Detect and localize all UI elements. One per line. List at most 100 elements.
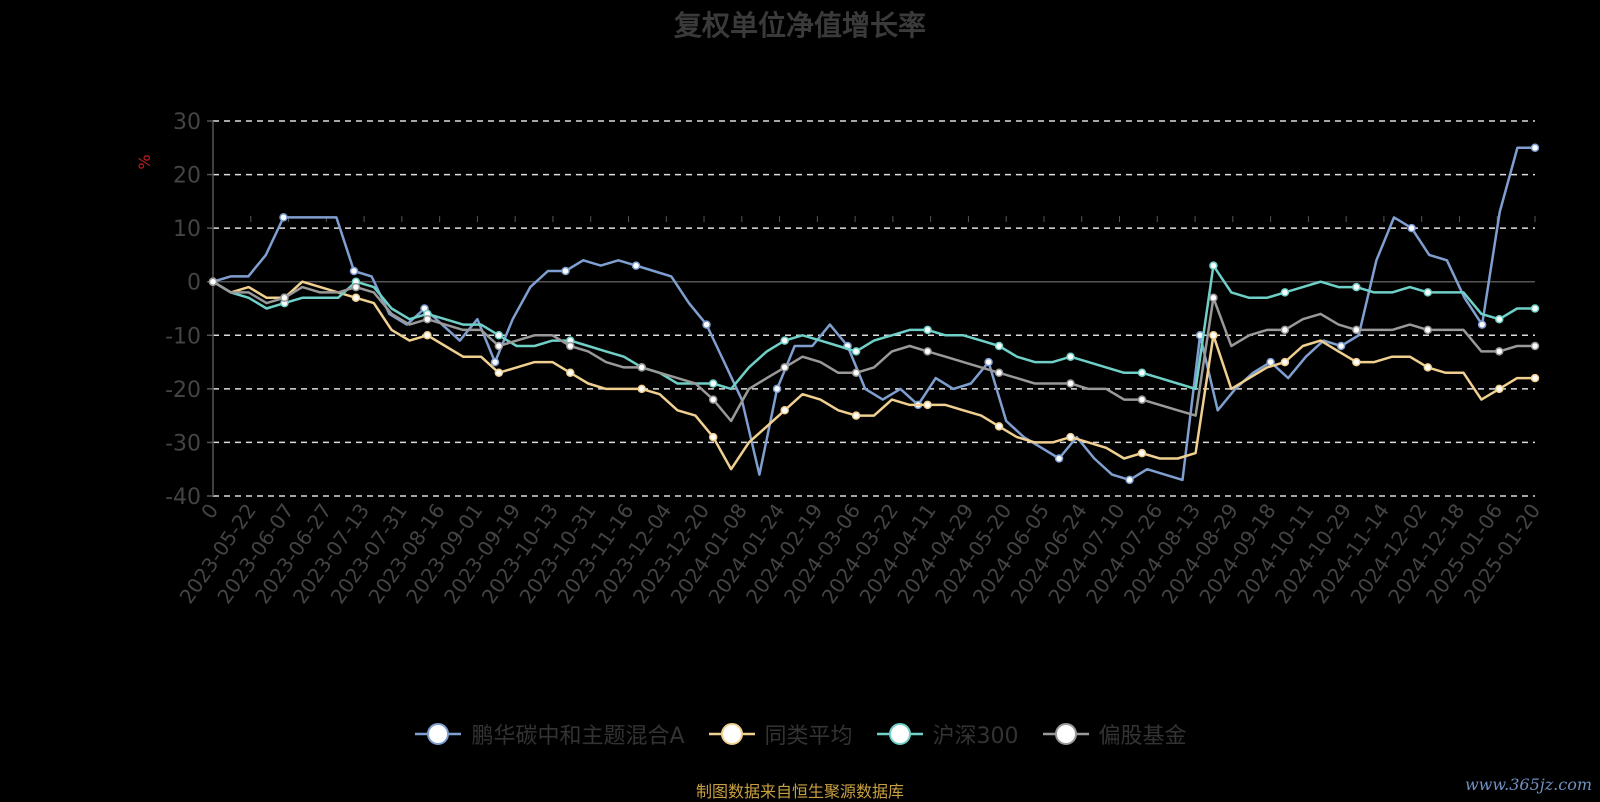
- data-point-1: [1209, 331, 1218, 340]
- y-tick-label: 10: [173, 217, 201, 242]
- watermark: www.365jz.com: [1464, 775, 1592, 794]
- data-point-3: [994, 368, 1004, 378]
- data-point-1: [1530, 373, 1540, 383]
- legend-item-1[interactable]: 同类平均: [707, 718, 853, 750]
- data-point-1: [494, 368, 504, 378]
- data-point-1: [423, 331, 432, 340]
- data-point-3: [1137, 395, 1147, 404]
- y-tick-label: -10: [165, 324, 201, 349]
- chart-title: 复权单位净值增长率: [673, 9, 926, 42]
- series-line-3: [212, 280, 1535, 423]
- data-point-1: [1066, 432, 1075, 442]
- legend-label: 偏股基金: [1098, 724, 1187, 749]
- x-tick-label: 0: [196, 499, 223, 523]
- data-point-3: [923, 347, 932, 356]
- legend-marker-icon: [708, 723, 755, 745]
- data-point-1: [1352, 357, 1361, 367]
- data-point-2: [1137, 368, 1147, 378]
- data-point-0: [561, 266, 570, 276]
- data-point-1: [1423, 363, 1433, 372]
- legend-item-3[interactable]: 偏股基金: [1041, 718, 1187, 750]
- data-point-2: [923, 325, 932, 335]
- data-point-0: [984, 357, 993, 367]
- data-point-1: [780, 406, 789, 415]
- legend-marker-icon: [876, 723, 923, 745]
- data-point-3: [1209, 293, 1218, 303]
- y-tick-label: -40: [165, 485, 201, 510]
- data-point-0: [1477, 320, 1487, 329]
- data-point-2: [1530, 304, 1540, 313]
- series-line-2: [212, 264, 1535, 391]
- series-line-0: [212, 146, 1535, 482]
- data-point-1: [708, 432, 718, 442]
- data-point-0: [490, 357, 500, 367]
- data-point-1: [851, 411, 861, 420]
- axis-layer: 3020100-10-20-30-4002023-05-222023-06-07…: [165, 110, 1545, 608]
- data-point-3: [566, 341, 575, 351]
- data-point-2: [1280, 288, 1290, 297]
- data-point-1: [923, 400, 932, 410]
- data-point-1: [566, 368, 575, 378]
- data-point-2: [494, 331, 504, 340]
- data-point-3: [780, 363, 789, 372]
- grid-layer: [213, 120, 1535, 497]
- data-point-3: [1423, 325, 1433, 335]
- data-point-3: [208, 277, 218, 286]
- data-point-2: [1423, 288, 1433, 297]
- y-axis-label: %: [135, 154, 154, 169]
- data-point-0: [772, 384, 782, 394]
- data-point-0: [1407, 223, 1416, 233]
- legend-marker-icon: [1042, 723, 1089, 745]
- data-point-3: [1530, 341, 1540, 351]
- data-point-2: [851, 347, 861, 356]
- data-point-2: [708, 379, 718, 388]
- y-tick-label: 0: [187, 271, 201, 296]
- data-point-2: [1352, 282, 1361, 292]
- data-point-3: [851, 368, 861, 378]
- legend-item-0[interactable]: 鹏华碳中和主题混合A: [413, 718, 685, 750]
- data-point-2: [994, 341, 1004, 351]
- data-point-1: [1495, 384, 1504, 394]
- y-tick-label: 30: [173, 110, 201, 135]
- data-point-1: [637, 384, 647, 394]
- data-point-3: [708, 395, 718, 404]
- data-point-2: [1495, 314, 1504, 324]
- y-tick-label: 20: [173, 164, 201, 189]
- data-point-2: [1066, 352, 1075, 361]
- data-point-2: [1209, 261, 1218, 270]
- legend-label: 沪深300: [932, 724, 1019, 749]
- data-point-3: [1495, 347, 1504, 356]
- series-line-1: [212, 280, 1535, 471]
- data-point-0: [1054, 454, 1064, 463]
- y-tick-label: -30: [165, 431, 201, 456]
- data-point-3: [1066, 379, 1075, 388]
- series-layer: [208, 143, 1540, 485]
- legend-label: 鹏华碳中和主题混合A: [471, 724, 685, 749]
- data-point-3: [1280, 325, 1290, 335]
- data-point-0: [349, 266, 359, 276]
- data-point-3: [423, 314, 432, 324]
- data-point-0: [631, 261, 641, 270]
- legend-label: 同类平均: [764, 724, 853, 749]
- data-point-1: [1137, 448, 1147, 458]
- data-point-2: [780, 336, 789, 345]
- legend: 鹏华碳中和主题混合A 同类平均 沪深300 偏股基金: [0, 718, 1600, 750]
- data-point-3: [637, 363, 647, 372]
- data-point-0: [702, 320, 711, 329]
- data-point-1: [1280, 357, 1290, 367]
- source-note: 制图数据来自恒生聚源数据库: [695, 782, 904, 801]
- data-point-3: [351, 282, 361, 292]
- y-tick-label: -20: [165, 378, 201, 403]
- data-point-0: [1125, 475, 1134, 485]
- data-point-0: [279, 213, 288, 222]
- data-point-3: [1352, 325, 1361, 335]
- data-point-1: [351, 293, 361, 303]
- data-point-3: [280, 293, 289, 303]
- data-point-3: [494, 341, 504, 351]
- data-point-1: [994, 422, 1004, 431]
- legend-marker-icon: [415, 723, 462, 745]
- data-point-0: [1530, 143, 1540, 153]
- data-point-0: [1336, 341, 1346, 351]
- legend-item-2[interactable]: 沪深300: [875, 718, 1019, 750]
